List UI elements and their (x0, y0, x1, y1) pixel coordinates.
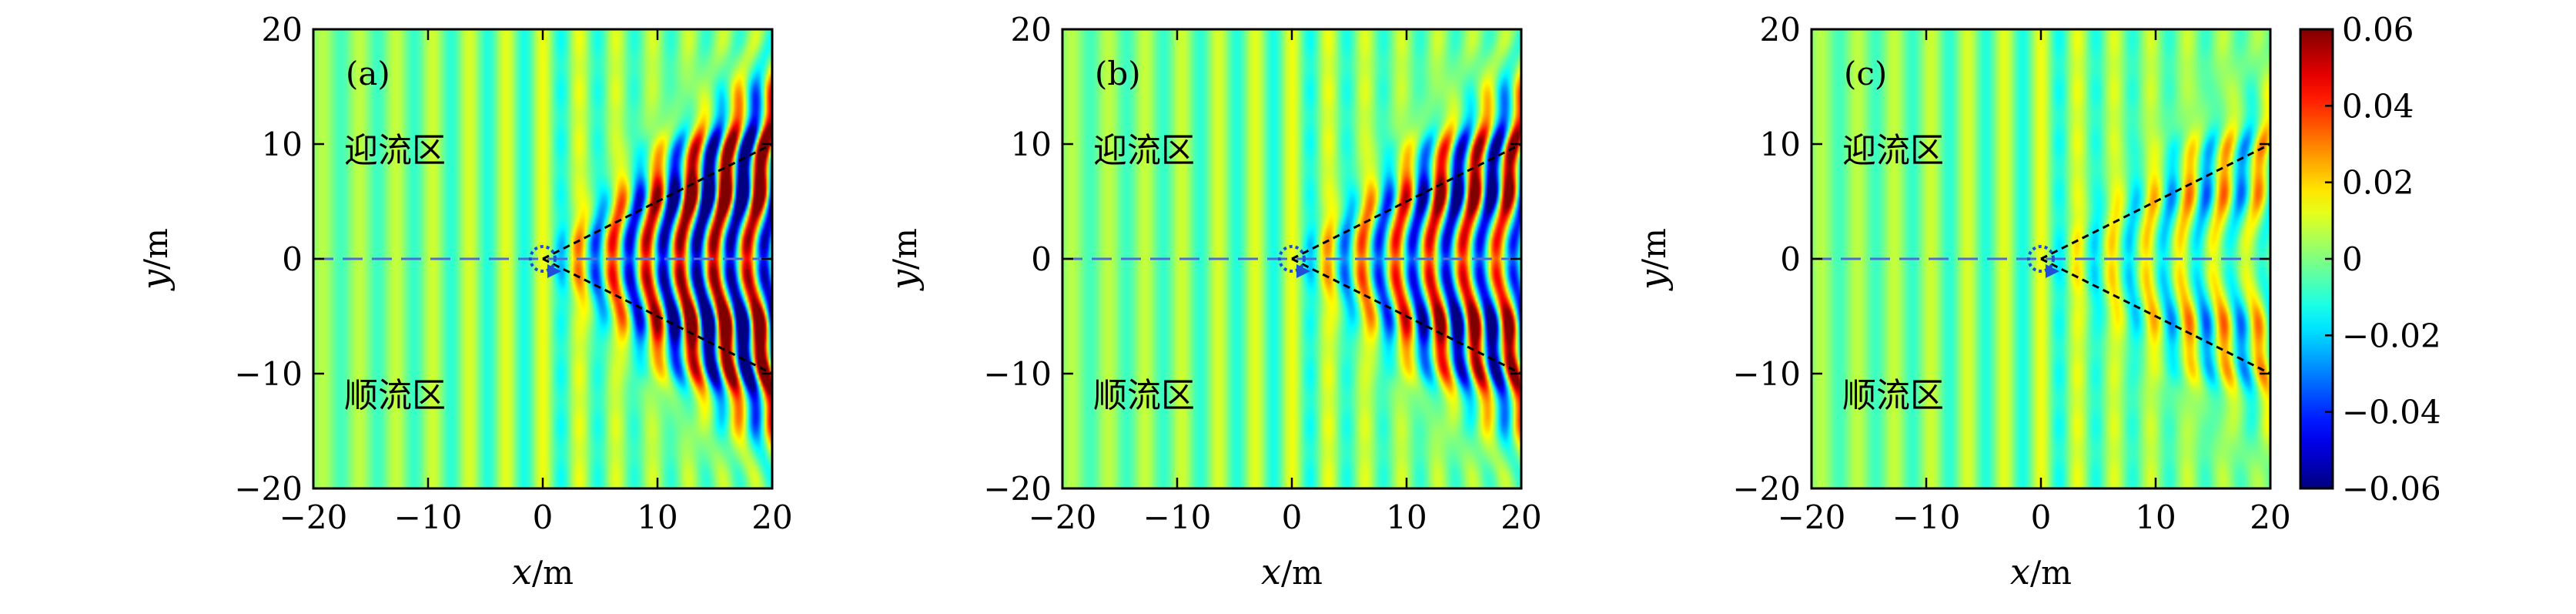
x-tick-label: −10 (394, 498, 463, 536)
x-axis-var: x (1261, 551, 1281, 592)
x-tick-label: 20 (751, 498, 792, 536)
cone-line-upper-0 (542, 143, 773, 260)
colorbar-tick-label: 0.02 (2342, 164, 2414, 202)
colorbar-tick-label: −0.04 (2342, 394, 2441, 431)
x-axis-var: x (2010, 551, 2030, 592)
y-tick-label: −20 (983, 470, 1052, 508)
panel-label: (b) (1095, 55, 1141, 92)
x-tick-label: 10 (637, 498, 677, 536)
cone-line-lower-1 (1291, 257, 1522, 375)
x-tick-label: −10 (1892, 498, 1961, 536)
x-tick-label: 0 (1282, 498, 1303, 536)
source-arrow-0 (547, 264, 561, 278)
y-tick-label: 20 (262, 11, 303, 49)
y-tick-label: 10 (262, 126, 303, 163)
x-axis-unit: /m (532, 554, 574, 592)
x-axis-label: x/m (1261, 551, 1323, 592)
source-arrow-2 (2046, 264, 2059, 278)
y-tick-label: 10 (1760, 126, 1801, 163)
y-tick-label: 10 (1011, 126, 1052, 163)
x-axis-unit: /m (2030, 554, 2072, 592)
y-axis-var: y (134, 269, 176, 291)
y-axis-label: y/m (1632, 228, 1674, 291)
x-tick-label: −20 (1029, 498, 1097, 536)
colorbar-tick-label: 0 (2342, 240, 2363, 278)
panel-label: (c) (1844, 55, 1887, 92)
y-tick-label: 20 (1011, 11, 1052, 49)
source-marker-0 (529, 245, 557, 273)
y-axis-var: y (883, 269, 925, 291)
region-upstream-label: 迎流区 (344, 131, 446, 170)
y-tick-label: 0 (282, 240, 303, 278)
y-tick-label: −10 (234, 355, 303, 393)
y-tick-label: −10 (1732, 355, 1801, 393)
y-tick-label: −20 (234, 470, 303, 508)
x-tick-label: 10 (2135, 498, 2176, 536)
y-tick-label: 0 (1780, 240, 1801, 278)
region-upstream-label: 迎流区 (1842, 131, 1944, 170)
x-tick-label: 20 (1500, 498, 1541, 536)
colorbar-tick-label: −0.02 (2342, 317, 2441, 354)
y-tick-label: 20 (1760, 11, 1801, 49)
y-axis-unit: /m (137, 228, 175, 270)
x-axis-label: x/m (2010, 551, 2072, 592)
colorbar-tick-label: 0.04 (2342, 87, 2414, 125)
x-tick-label: −10 (1143, 498, 1212, 536)
x-tick-label: 20 (2250, 498, 2290, 536)
x-axis-unit: /m (1281, 554, 1323, 592)
y-tick-label: 0 (1031, 240, 1052, 278)
y-axis-unit: /m (1635, 228, 1673, 270)
region-downstream-label: 顺流区 (1093, 376, 1195, 415)
y-axis-label: y/m (134, 228, 176, 291)
y-axis-label: y/m (883, 228, 925, 291)
x-tick-label: 0 (2031, 498, 2052, 536)
panel-label: (a) (346, 55, 390, 92)
y-tick-label: −20 (1732, 470, 1801, 508)
colorbar-tick-label: 0.06 (2342, 11, 2414, 49)
x-tick-label: −20 (279, 498, 348, 536)
region-upstream-label: 迎流区 (1093, 131, 1195, 170)
region-downstream-label: 顺流区 (344, 376, 446, 415)
colorbar: 0.06 0.04 0.02 0 −0.02 −0.04 −0.06 (2299, 11, 2441, 508)
cone-line-lower-0 (542, 257, 773, 375)
x-tick-label: −20 (1778, 498, 1846, 536)
y-axis-var: y (1632, 269, 1674, 291)
colorbar-tick-label: −0.06 (2342, 470, 2441, 508)
colorbar-ticks: 0.06 0.04 0.02 0 −0.02 −0.04 −0.06 (2325, 11, 2441, 508)
panels: −20 −10 0 10 2020100−10−20x/my/m(a)迎流区顺流区−20… (134, 11, 2291, 592)
x-axis-label: x/m (512, 551, 574, 592)
x-axis-var: x (512, 551, 532, 592)
cone-line-upper-1 (1291, 143, 1522, 260)
source-marker-2 (2027, 245, 2055, 273)
y-tick-label: −10 (983, 355, 1052, 393)
source-marker-1 (1278, 245, 1306, 273)
source-arrow-1 (1296, 264, 1310, 278)
region-downstream-label: 顺流区 (1842, 376, 1944, 415)
cone-line-upper-2 (2040, 143, 2271, 260)
x-tick-label: 10 (1386, 498, 1427, 536)
x-tick-label: 0 (533, 498, 554, 536)
y-axis-unit: /m (886, 228, 924, 270)
cone-line-lower-2 (2040, 257, 2271, 375)
